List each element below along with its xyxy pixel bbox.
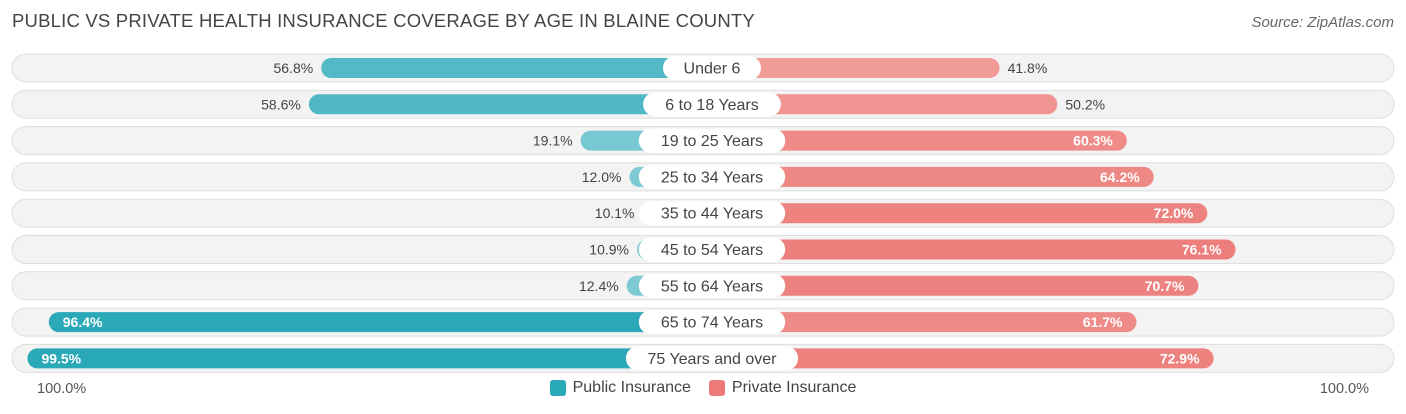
- category-label-6-to-18-years: 6 to 18 Years: [665, 97, 758, 114]
- value-label-public-75-years-and-over: 99.5%: [41, 350, 81, 366]
- value-label-private-25-to-34-years: 64.2%: [1100, 169, 1140, 185]
- bar-private-under-6: [712, 58, 1000, 78]
- bar-public-35-to-44-years: [642, 203, 712, 224]
- bar-public-19-to-25-years: [580, 130, 712, 151]
- value-label-public-25-to-34-years: 12.0%: [582, 169, 622, 185]
- row-track-35-to-44-years: [11, 198, 1395, 228]
- value-label-public-under-6: 56.8%: [274, 60, 314, 76]
- bar-public-6-to-18-years: [308, 94, 712, 115]
- legend-item-public: Public Insurance: [549, 379, 691, 397]
- bar-public-55-to-64-years: [626, 275, 712, 296]
- bar-private-6-to-18-years: [712, 94, 1058, 115]
- row-track-25-to-34-years: [11, 162, 1395, 192]
- legend-label-public: Public Insurance: [572, 379, 691, 396]
- legend-swatch-public: [549, 380, 566, 396]
- value-label-public-19-to-25-years: 19.1%: [533, 133, 573, 149]
- value-label-private-35-to-44-years: 72.0%: [1154, 205, 1194, 221]
- category-pill-75-years-and-over: [625, 346, 799, 371]
- bar-public-75-years-and-over: [27, 348, 712, 369]
- category-pill-19-to-25-years: [638, 128, 786, 153]
- value-label-public-65-to-74-years: 96.4%: [63, 314, 103, 330]
- category-pill-6-to-18-years: [643, 92, 781, 117]
- bar-private-55-to-64-years: [712, 275, 1199, 296]
- category-pill-under-6: [663, 56, 761, 80]
- axis-right-label: 100.0%: [1319, 381, 1369, 397]
- bar-public-25-to-34-years: [629, 166, 712, 187]
- bar-private-35-to-44-years: [712, 203, 1208, 224]
- value-label-public-35-to-44-years: 10.1%: [595, 205, 635, 221]
- category-pill-25-to-34-years: [638, 164, 786, 189]
- category-label-55-to-64-years: 55 to 64 Years: [661, 278, 763, 295]
- value-label-private-19-to-25-years: 60.3%: [1073, 133, 1113, 149]
- value-label-public-55-to-64-years: 12.4%: [579, 278, 619, 294]
- axis-left-label: 100.0%: [37, 381, 87, 397]
- source-credit: Source: ZipAtlas.com: [1251, 14, 1394, 31]
- legend-label-private: Private Insurance: [731, 379, 857, 396]
- category-label-19-to-25-years: 19 to 25 Years: [661, 133, 763, 150]
- category-label-25-to-34-years: 25 to 34 Years: [661, 169, 763, 186]
- value-label-private-75-years-and-over: 72.9%: [1160, 350, 1200, 366]
- row-track-under-6: [11, 53, 1395, 83]
- category-pill-65-to-74-years: [638, 310, 786, 335]
- bar-private-75-years-and-over: [712, 348, 1214, 369]
- row-track-55-to-64-years: [11, 271, 1395, 301]
- row-track-6-to-18-years: [11, 89, 1395, 119]
- row-track-65-to-74-years: [11, 307, 1395, 337]
- category-label-65-to-74-years: 65 to 74 Years: [661, 315, 763, 332]
- category-pill-55-to-64-years: [638, 273, 786, 298]
- value-label-private-65-to-74-years: 61.7%: [1083, 314, 1123, 330]
- bar-private-45-to-54-years: [712, 239, 1236, 260]
- category-pill-35-to-44-years: [638, 201, 786, 226]
- legend-swatch-private: [708, 380, 725, 396]
- value-label-public-45-to-54-years: 10.9%: [589, 242, 629, 258]
- category-label-35-to-44-years: 35 to 44 Years: [661, 206, 763, 223]
- legend: Public Insurance Private Insurance: [0, 379, 1406, 397]
- bar-public-65-to-74-years: [48, 312, 712, 333]
- chart-title: PUBLIC VS PRIVATE HEALTH INSURANCE COVER…: [12, 10, 755, 31]
- legend-item-private: Private Insurance: [708, 379, 857, 397]
- row-track-19-to-25-years: [11, 126, 1395, 156]
- bar-public-under-6: [321, 58, 712, 78]
- category-label-under-6: Under 6: [684, 61, 741, 78]
- value-label-private-45-to-54-years: 76.1%: [1182, 242, 1222, 258]
- value-label-private-55-to-64-years: 70.7%: [1145, 278, 1185, 294]
- bar-public-45-to-54-years: [637, 239, 712, 260]
- category-pill-45-to-54-years: [638, 237, 786, 262]
- bar-private-65-to-74-years: [712, 312, 1137, 333]
- value-label-private-6-to-18-years: 50.2%: [1065, 96, 1105, 112]
- row-track-75-years-and-over: [11, 343, 1395, 373]
- bar-private-19-to-25-years: [712, 130, 1127, 151]
- category-label-45-to-54-years: 45 to 54 Years: [661, 242, 763, 259]
- bar-private-25-to-34-years: [712, 166, 1154, 187]
- category-label-75-years-and-over: 75 Years and over: [648, 351, 778, 368]
- value-label-private-under-6: 41.8%: [1008, 60, 1048, 76]
- value-label-public-6-to-18-years: 58.6%: [261, 96, 301, 112]
- row-track-45-to-54-years: [11, 235, 1395, 264]
